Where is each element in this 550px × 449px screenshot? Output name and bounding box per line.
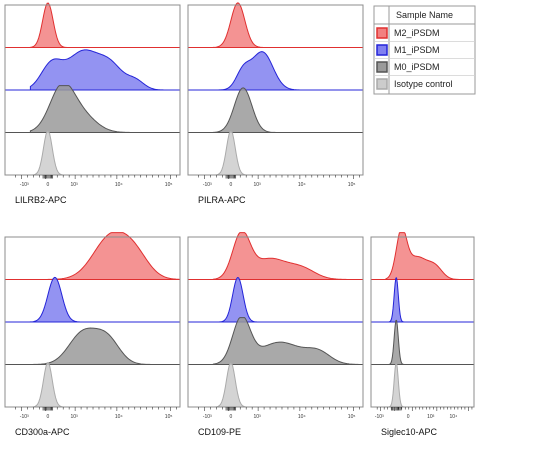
histogram-area — [213, 276, 363, 323]
histogram-area — [30, 232, 181, 280]
histogram-area — [29, 327, 180, 365]
panel-frame — [187, 236, 364, 408]
tick-label: 10⁴ — [450, 414, 458, 420]
histogram-area — [212, 232, 363, 280]
tick-label: -10³ — [375, 414, 384, 420]
histogram-area — [29, 49, 180, 91]
histogram-panel: -10³ 0 10³ 10⁴ Siglec10-APC — [370, 232, 475, 437]
tick-label: 10⁵ — [348, 414, 356, 420]
x-axis-label: LILRB2-APC — [15, 195, 67, 205]
tick-label: 0 — [46, 182, 49, 188]
tick-label: 10³ — [427, 414, 435, 420]
x-axis-label: PILRA-APC — [198, 195, 246, 205]
x-axis-label: CD300a-APC — [15, 427, 70, 437]
tick-label: 10⁵ — [165, 414, 173, 420]
tick-label: 0 — [46, 414, 49, 420]
tick-label: 10⁵ — [165, 182, 173, 188]
histogram-area — [29, 130, 180, 176]
histogram-area — [29, 276, 180, 323]
x-axis-label: Siglec10-APC — [381, 427, 438, 437]
histogram-area — [29, 85, 180, 133]
legend-entry-label: M0_iPSDM — [394, 62, 440, 72]
legend-swatch — [376, 27, 388, 39]
legend-entry-label: M1_iPSDM — [394, 45, 440, 55]
tick-label: -10³ — [20, 414, 29, 420]
histogram-panel: -10³ 0 10³ 10⁴ 10⁵ CD109-PE — [187, 232, 364, 437]
histogram-panel: -10³ 0 10³ 10⁴ 10⁵ LILRB2-APC — [4, 2, 181, 205]
tick-label: 10⁴ — [115, 414, 123, 420]
tick-label: 0 — [229, 182, 232, 188]
histogram-area — [212, 362, 363, 408]
histogram-area — [212, 87, 363, 133]
legend-swatch — [376, 61, 388, 73]
histogram-area — [213, 51, 363, 91]
tick-label: 10³ — [254, 414, 262, 420]
tick-label: 10⁴ — [115, 182, 123, 188]
tick-label: 10⁴ — [298, 414, 306, 420]
histogram-area — [212, 130, 363, 176]
panel-frame — [4, 236, 181, 408]
tick-label: 0 — [229, 414, 232, 420]
tick-label: -10³ — [203, 182, 212, 188]
histogram-area — [29, 2, 180, 48]
tick-label: 10⁵ — [348, 182, 356, 188]
histogram-area — [385, 362, 474, 408]
histogram-area — [29, 362, 180, 408]
legend-frame — [373, 5, 476, 95]
tick-label: 10⁴ — [298, 182, 306, 188]
panel-frame — [187, 4, 364, 176]
histogram-area — [385, 277, 474, 323]
tick-label: -10³ — [20, 182, 29, 188]
tick-label: 10³ — [71, 414, 79, 420]
histogram-panels: -10³ 0 10³ 10⁴ 10⁵ LILRB2-APC -10³ 0 10³ 10⁴ 10⁵ PI… — [4, 2, 475, 437]
legend-entry-label: Isotype control — [394, 79, 453, 89]
histogram-area — [385, 319, 474, 365]
legend-swatch — [376, 44, 388, 56]
legend: Sample Name M2_iPSDM M1_iPSDM M0_iPSDM Isot… — [373, 5, 476, 95]
panel-frame — [4, 4, 181, 176]
tick-label: 10³ — [254, 182, 262, 188]
x-axis-label: CD109-PE — [198, 427, 241, 437]
legend-title: Sample Name — [396, 10, 453, 20]
histogram-panel: -10³ 0 10³ 10⁴ 10⁵ CD300a-APC — [4, 232, 181, 437]
tick-label: 10³ — [71, 182, 79, 188]
histogram-panel: -10³ 0 10³ 10⁴ 10⁵ PILRA-APC — [187, 2, 364, 205]
legend-swatch — [376, 78, 388, 90]
histogram-area — [212, 2, 363, 48]
panel-frame — [370, 236, 475, 408]
tick-label: -10³ — [203, 414, 212, 420]
histogram-area — [212, 317, 364, 365]
legend-entry-label: M2_iPSDM — [394, 28, 440, 38]
tick-label: 0 — [407, 414, 410, 420]
histogram-area — [385, 232, 474, 280]
